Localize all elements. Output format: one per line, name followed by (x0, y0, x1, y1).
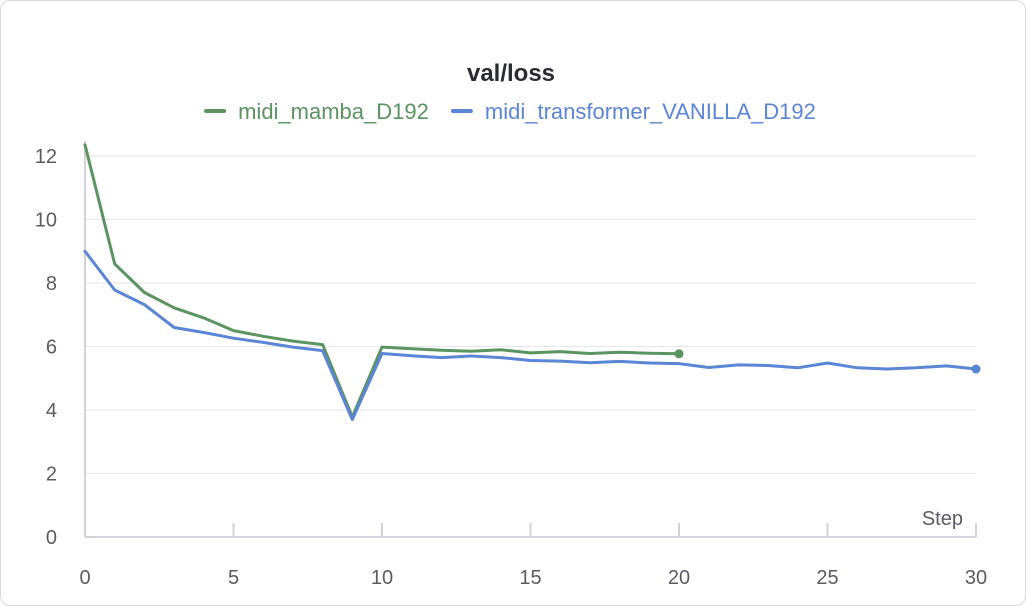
chart-title: val/loss (467, 60, 555, 87)
y-tick-label: 10 (35, 210, 57, 232)
x-tick-label: 15 (519, 567, 541, 589)
x-tick-label: 5 (228, 567, 239, 589)
legend-label: midi_transformer_VANILLA_D192 (485, 99, 816, 124)
y-tick-label: 6 (46, 337, 57, 359)
y-tick-label: 8 (46, 273, 57, 295)
x-tick-label: 0 (79, 567, 90, 589)
x-axis-label: Step (922, 508, 963, 530)
legend-item[interactable]: midi_transformer_VANILLA_D192 (450, 99, 816, 124)
x-tick-label: 25 (816, 567, 838, 589)
axes: 0 2 4 6 8 10 12 0 5 10 15 20 25 30 (35, 141, 987, 589)
legend-label: midi_mamba_D192 (238, 99, 429, 124)
legend: midi_mamba_D192 midi_transformer_VANILLA_… (204, 99, 816, 124)
x-tick-label: 10 (371, 567, 393, 589)
grid-lines (85, 155, 976, 474)
y-tick-label: 12 (35, 146, 57, 168)
x-tick-label: 20 (668, 567, 690, 589)
x-tick-label: 30 (965, 567, 987, 589)
series-endpoint-2 (971, 364, 981, 374)
series-endpoint-1 (674, 349, 684, 359)
legend-item[interactable]: midi_mamba_D192 (204, 99, 429, 124)
series-lines (83, 143, 981, 421)
series-line-2 (83, 249, 978, 421)
y-tick-label: 4 (46, 400, 57, 422)
y-tick-label: 2 (46, 464, 57, 486)
series-line-1 (83, 143, 681, 419)
y-tick-label: 0 (46, 527, 57, 549)
